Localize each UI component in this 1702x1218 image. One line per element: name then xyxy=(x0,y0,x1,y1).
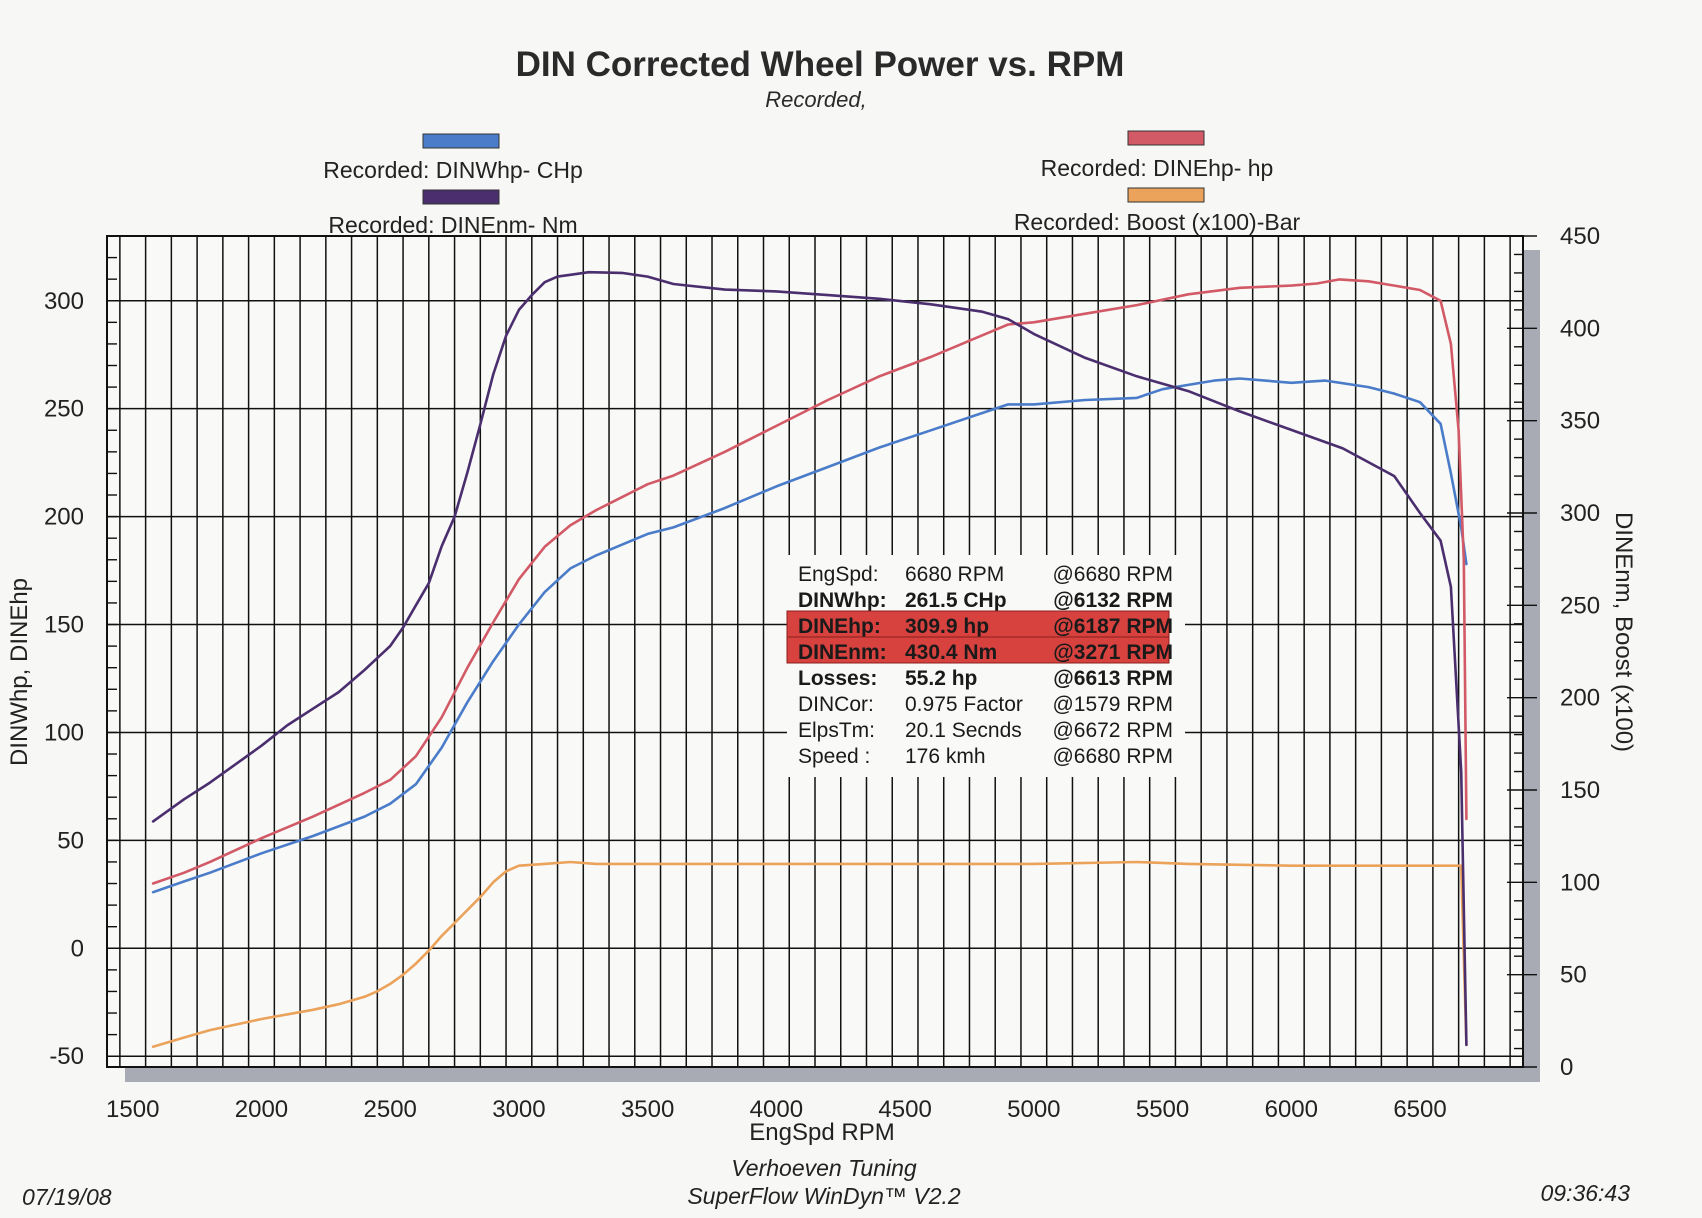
info-value: 430.4 Nm xyxy=(905,641,997,664)
legend-swatch-boost xyxy=(1127,187,1205,203)
info-value: 0.975 Factor xyxy=(905,693,1023,716)
info-rpm: @3271 RPM xyxy=(1053,641,1173,664)
legend-swatch-enm xyxy=(422,189,500,205)
y-right-tick-label: 150 xyxy=(1560,777,1600,804)
y-axis-label-left: DINWhp, DINEhp xyxy=(6,578,33,766)
info-label: DINWhp: xyxy=(798,589,887,612)
footer-time: 09:36:43 xyxy=(1540,1180,1630,1206)
legend-label-boost: Recorded: Boost (x100)-Bar xyxy=(1014,209,1301,235)
y-right-tick-label: 300 xyxy=(1560,500,1600,527)
info-label: ElpsTm: xyxy=(798,719,875,742)
y-left-tick-label: 100 xyxy=(44,719,84,746)
info-box-bg xyxy=(787,555,1185,777)
chart-subtitle: Recorded, xyxy=(765,87,867,112)
info-label: Speed : xyxy=(798,745,870,768)
info-rpm: @1579 RPM xyxy=(1052,693,1173,716)
series-line-whp xyxy=(151,377,1468,894)
x-tick-label: 2500 xyxy=(364,1096,417,1123)
info-value: 55.2 hp xyxy=(905,667,977,690)
y-right-tick-label: 250 xyxy=(1560,592,1600,619)
info-box: EngSpd: 6680 RPM @6680 RPM DINWhp: 261.5 CHp… xyxy=(786,555,1185,777)
info-value: 20.1 Secnds xyxy=(905,719,1022,742)
y-left-tick-label: 300 xyxy=(44,288,84,315)
info-value: 176 kmh xyxy=(905,745,986,768)
series-line-ehp xyxy=(151,278,1468,885)
legend-label-whp: Recorded: DINWhp- CHp xyxy=(323,157,582,183)
x-tick-label: 3500 xyxy=(621,1096,674,1123)
y-left-tick-label: 150 xyxy=(44,612,84,639)
x-tick-label: 5500 xyxy=(1136,1096,1189,1123)
x-tick-label: 4000 xyxy=(750,1096,803,1123)
legend-swatch-ehp xyxy=(1127,130,1205,146)
chart-title: DIN Corrected Wheel Power vs. RPM xyxy=(516,45,1125,84)
x-tick-label: 5000 xyxy=(1007,1096,1060,1123)
y-left-tick-label: 200 xyxy=(44,504,84,531)
info-rpm: @6680 RPM xyxy=(1052,745,1173,768)
info-label: DINEhp: xyxy=(798,615,881,638)
y-left-tick-label: 50 xyxy=(57,827,84,854)
y-right-tick-label: 450 xyxy=(1560,223,1600,250)
info-value: 6680 RPM xyxy=(905,563,1004,586)
y-axis-label-right: DINEnm, Boost (x100) xyxy=(1610,512,1637,752)
info-row-highlight xyxy=(786,636,1170,664)
y-left-tick-label: 0 xyxy=(71,935,84,962)
info-rpm: @6672 RPM xyxy=(1052,719,1173,742)
info-value: 309.9 hp xyxy=(905,615,989,638)
x-tick-label: 4500 xyxy=(878,1096,931,1123)
axis-ticks: 1500 2000 2500 3000 3500 4000 4500 5000 5500 6000… xyxy=(44,223,1600,1123)
x-tick-label: 2000 xyxy=(235,1096,288,1123)
info-label: DINCor: xyxy=(798,693,874,716)
x-tick-label: 6000 xyxy=(1265,1096,1318,1123)
info-rpm: @6613 RPM xyxy=(1053,667,1173,690)
info-value: 261.5 CHp xyxy=(905,589,1007,612)
legend-label-ehp: Recorded: DINEhp- hp xyxy=(1041,155,1274,181)
info-rpm: @6187 RPM xyxy=(1053,615,1173,638)
x-axis-label: EngSpd RPM xyxy=(749,1119,894,1146)
y-left-tick-label: -50 xyxy=(49,1043,84,1070)
x-tick-label: 6500 xyxy=(1393,1096,1446,1123)
plot-shadow-right xyxy=(1523,250,1540,1080)
x-tick-label: 1500 xyxy=(106,1096,159,1123)
y-left-tick-label: 250 xyxy=(44,396,84,423)
series-line-enm xyxy=(151,270,1468,1047)
y-right-tick-label: 350 xyxy=(1560,408,1600,435)
info-rpm: @6132 RPM xyxy=(1053,589,1173,612)
y-right-tick-label: 200 xyxy=(1560,685,1600,712)
info-label: DINEnm: xyxy=(798,641,887,664)
legend-label-enm: Recorded: DINEnm- Nm xyxy=(328,212,577,238)
y-right-tick-label: 50 xyxy=(1560,962,1587,989)
series-line-boost xyxy=(151,860,1468,1048)
legend-swatch-whp xyxy=(422,133,500,149)
info-label: EngSpd: xyxy=(798,563,879,586)
info-label: Losses: xyxy=(798,667,877,690)
footer-company: Verhoeven Tuning xyxy=(731,1155,917,1181)
y-right-tick-label: 400 xyxy=(1560,315,1600,342)
footer-software: SuperFlow WinDyn™ V2.2 xyxy=(687,1183,961,1209)
y-right-tick-label: 0 xyxy=(1560,1054,1573,1081)
x-tick-label: 3000 xyxy=(492,1096,545,1123)
info-rpm: @6680 RPM xyxy=(1052,563,1173,586)
y-right-tick-label: 100 xyxy=(1560,869,1600,896)
legend: Recorded: DINWhp- CHp Recorded: DINEnm- … xyxy=(323,130,1301,238)
series-layer xyxy=(151,270,1468,1048)
footer-date: 07/19/08 xyxy=(22,1184,112,1210)
plot-shadow-bottom xyxy=(125,1067,1540,1082)
